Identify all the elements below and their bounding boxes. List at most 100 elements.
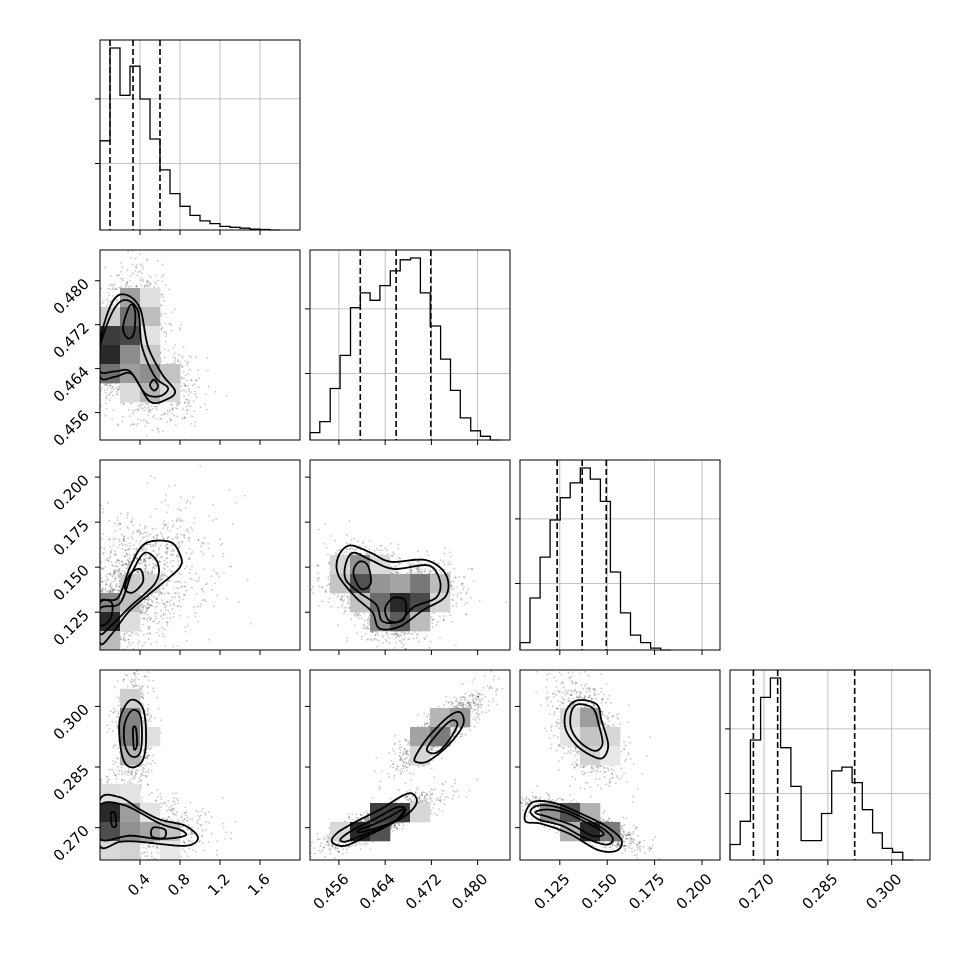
scatter-point — [106, 655, 108, 657]
scatter-point — [146, 602, 149, 605]
scatter-point — [139, 277, 142, 280]
scatter-point — [94, 542, 96, 544]
scatter-point — [97, 619, 99, 621]
scatter-point — [90, 357, 92, 359]
scatter-point — [146, 259, 149, 261]
scatter-point — [79, 354, 81, 356]
scatter-point — [115, 288, 118, 291]
scatter-point — [132, 647, 135, 650]
scatter-point — [97, 376, 99, 378]
scatter-point — [88, 585, 90, 587]
scatter-point — [140, 272, 143, 274]
scatter-point — [96, 370, 98, 372]
scatter-point — [166, 546, 169, 549]
scatter-point — [124, 549, 126, 552]
scatter-point — [94, 370, 96, 372]
scatter-point — [153, 536, 156, 539]
density-cell — [120, 593, 141, 613]
scatter-point — [145, 557, 148, 559]
scatter-point — [151, 527, 154, 530]
scatter-point — [96, 599, 98, 601]
scatter-point — [206, 582, 209, 585]
scatter-point — [124, 639, 127, 642]
scatter-point — [98, 622, 100, 624]
scatter-point — [92, 615, 94, 617]
scatter-point — [85, 342, 87, 344]
scatter-point — [91, 642, 93, 644]
scatter-point — [102, 300, 105, 303]
scatter-point — [89, 356, 91, 358]
scatter-point — [426, 550, 428, 553]
scatter-point — [88, 650, 90, 652]
scatter-point — [172, 361, 175, 364]
scatter-point — [183, 402, 186, 405]
scatter-point — [143, 568, 146, 571]
scatter-point — [86, 602, 88, 604]
scatter-point — [397, 633, 399, 636]
scatter-point — [155, 631, 158, 634]
scatter-point — [95, 564, 97, 566]
scatter-point — [92, 332, 94, 334]
scatter-point — [120, 512, 122, 515]
scatter-point — [190, 553, 193, 555]
scatter-point — [92, 336, 94, 338]
scatter-point — [149, 632, 152, 635]
scatter-point — [97, 321, 99, 323]
scatter-point — [181, 540, 184, 543]
scatter-point — [130, 521, 133, 524]
scatter-point — [94, 587, 96, 589]
scatter-point — [157, 431, 160, 433]
scatter-point — [111, 288, 114, 291]
scatter-point — [158, 667, 160, 669]
scatter-point — [175, 520, 178, 523]
scatter-point — [137, 418, 139, 421]
scatter-point — [113, 305, 115, 307]
scatter-point — [150, 405, 153, 408]
scatter-point — [148, 557, 151, 559]
scatter-point — [161, 578, 163, 581]
scatter-point — [93, 629, 95, 631]
scatter-point — [97, 592, 99, 594]
scatter-point — [144, 567, 147, 570]
scatter-point — [141, 562, 143, 565]
scatter-point — [170, 550, 173, 552]
scatter-point — [92, 404, 94, 406]
scatter-point — [98, 619, 100, 621]
scatter-point — [95, 384, 97, 386]
scatter-point — [135, 632, 138, 634]
scatter-point — [80, 355, 82, 357]
scatter-point — [166, 624, 169, 626]
scatter-point — [147, 284, 149, 286]
scatter-point — [88, 587, 90, 589]
scatter-point — [110, 551, 113, 554]
scatter-point — [114, 565, 117, 568]
scatter-point — [161, 602, 163, 604]
scatter-point — [147, 414, 150, 416]
scatter-point — [134, 257, 137, 260]
scatter-point — [90, 606, 92, 608]
scatter-point — [84, 606, 86, 608]
scatter-point — [97, 525, 99, 527]
scatter-point — [120, 270, 123, 273]
scatter-point — [89, 639, 91, 641]
scatter-point — [89, 363, 91, 365]
density-cell — [160, 383, 181, 403]
scatter-point — [89, 649, 91, 651]
scatter-point — [117, 656, 119, 658]
hist-panel-2 — [515, 459, 721, 655]
scatter-point — [88, 634, 90, 636]
scatter-point — [155, 640, 158, 643]
scatter-point — [96, 361, 98, 363]
scatter-point — [115, 564, 117, 567]
scatter-point — [94, 638, 96, 640]
scatter-point — [131, 520, 133, 523]
scatter-point — [98, 345, 100, 347]
scatter-point — [176, 537, 179, 540]
scatter-point — [118, 589, 121, 592]
scatter-point — [137, 408, 140, 410]
scatter-point — [195, 593, 198, 595]
scatter-point — [112, 294, 115, 297]
density-cell — [140, 326, 161, 346]
scatter-point — [167, 580, 169, 583]
scatter-point — [131, 272, 134, 275]
